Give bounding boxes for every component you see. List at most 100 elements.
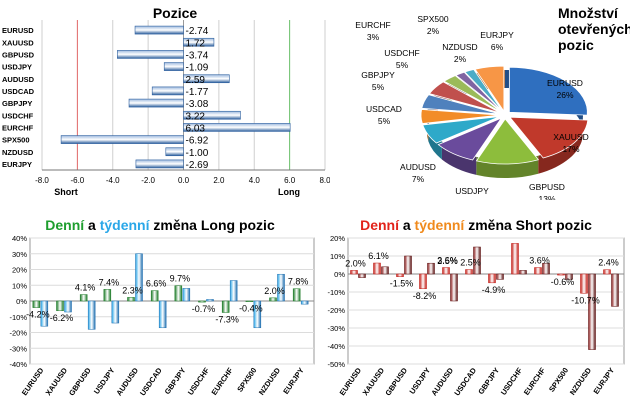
y-tick-label: 30% [12, 250, 27, 259]
bar [151, 86, 184, 96]
bar-weekly [87, 300, 96, 330]
x-tick-label: -2.0 [141, 176, 155, 185]
pie-slice [475, 118, 540, 165]
category-label: GBPUSD [2, 50, 35, 59]
bar-weekly [111, 300, 120, 324]
pie-slice [422, 116, 500, 144]
y-tick-label: -10% [327, 288, 345, 297]
bar [135, 159, 184, 169]
bar-weekly [158, 300, 167, 329]
category-label: USDCAD [138, 366, 164, 398]
data-label: 3.22 [186, 111, 206, 122]
data-label: 6.1% [368, 251, 389, 261]
category-label: NZDUSD [568, 366, 594, 397]
bar-weekly [64, 300, 72, 313]
category-label: EURJPY [592, 366, 617, 396]
data-label: -7.3% [215, 314, 239, 324]
slice-label: USDJPY [455, 186, 489, 196]
category-label: SPX500 [547, 366, 570, 394]
slice-value: 5% [396, 60, 409, 70]
bar-weekly [206, 299, 214, 302]
data-label: -0.6% [551, 277, 575, 287]
y-tick-label: -20% [327, 306, 345, 315]
x-tick-label: 0.0 [178, 176, 190, 185]
category-label: USDJPY [408, 366, 433, 396]
x-tick-label: -6.0 [70, 176, 84, 185]
pie-slice [428, 81, 501, 114]
bar-weekly [450, 273, 458, 302]
bar-weekly [519, 270, 527, 275]
data-label: -2.69 [186, 160, 209, 171]
bar-daily [292, 288, 301, 302]
y-tick-label: -30% [327, 324, 345, 333]
y-tick-label: 10% [330, 252, 345, 261]
x-label-long: Long [278, 187, 300, 197]
bar [165, 147, 184, 157]
category-label: SPX500 [2, 136, 30, 145]
category-label: GBPJPY [476, 366, 501, 396]
category-label: SPX500 [235, 366, 258, 394]
category-label: GBPUSD [383, 366, 409, 398]
slice-value: 5% [372, 82, 385, 92]
bar-daily [245, 300, 254, 302]
bar-weekly [300, 300, 309, 305]
slice-label: SPX500 [417, 14, 448, 24]
chart-title-line: otevřených [558, 21, 630, 37]
title-part: a [399, 217, 415, 233]
data-label: -2.74 [186, 26, 209, 37]
category-label: USDJPY [92, 366, 117, 396]
data-label: -4.9% [482, 285, 506, 295]
title-part: Denní [45, 217, 85, 233]
bar-daily [442, 267, 450, 275]
category-label: AUDUSD [114, 366, 140, 398]
pie-slice [509, 116, 589, 159]
slice-value: 9% [466, 198, 479, 200]
bar-weekly [381, 266, 389, 275]
bar-weekly [473, 246, 481, 275]
slice-value: 2% [427, 26, 440, 36]
pie-slice [474, 65, 505, 113]
y-tick-label: -10% [9, 313, 27, 322]
data-label: -8.2% [413, 291, 437, 301]
chart-title-line: pozic [558, 37, 594, 53]
bar-daily [580, 273, 588, 294]
bar-weekly [404, 255, 412, 275]
category-label: USDCAD [452, 366, 478, 398]
title-part: Denní [360, 217, 400, 233]
bar [128, 98, 184, 108]
bar-daily [32, 300, 41, 308]
pie-slice [420, 109, 500, 124]
data-label: 6.6% [146, 279, 167, 289]
category-label: EURCHF [210, 366, 236, 397]
pie-slice [443, 75, 502, 113]
category-label: USDJPY [2, 63, 32, 72]
slice-value: 17% [562, 144, 579, 154]
chart-title: Denní a týdenní změna Short pozic [360, 217, 592, 233]
category-label: GBPUSD [67, 366, 93, 398]
bar-weekly [229, 280, 238, 302]
pie-slice [455, 71, 503, 112]
pie-slice-side [538, 117, 583, 174]
category-label: EURJPY [281, 366, 306, 396]
bar-weekly [182, 288, 191, 302]
category-label: XAUUSD [44, 366, 70, 398]
title-part: týdenní [100, 217, 151, 233]
data-label: -0.7% [192, 304, 216, 314]
category-label: USDCAD [2, 87, 35, 96]
title-part: změna Long pozic [150, 217, 275, 233]
y-tick-label: -30% [9, 344, 27, 353]
data-label: 1.72 [186, 38, 206, 49]
title-part: změna Short pozic [464, 217, 592, 233]
bar-weekly [565, 273, 573, 280]
category-label: GBPJPY [163, 366, 188, 396]
bar-daily [373, 262, 381, 275]
data-label: 3.6% [437, 256, 458, 266]
data-label: -6.2% [50, 313, 74, 323]
bar-daily [150, 290, 159, 302]
data-label: 2.0% [345, 258, 366, 268]
y-tick-label: 20% [12, 266, 27, 275]
bar-weekly [40, 300, 49, 327]
slice-value: 5% [378, 116, 391, 126]
data-label: -10.7% [571, 295, 600, 305]
